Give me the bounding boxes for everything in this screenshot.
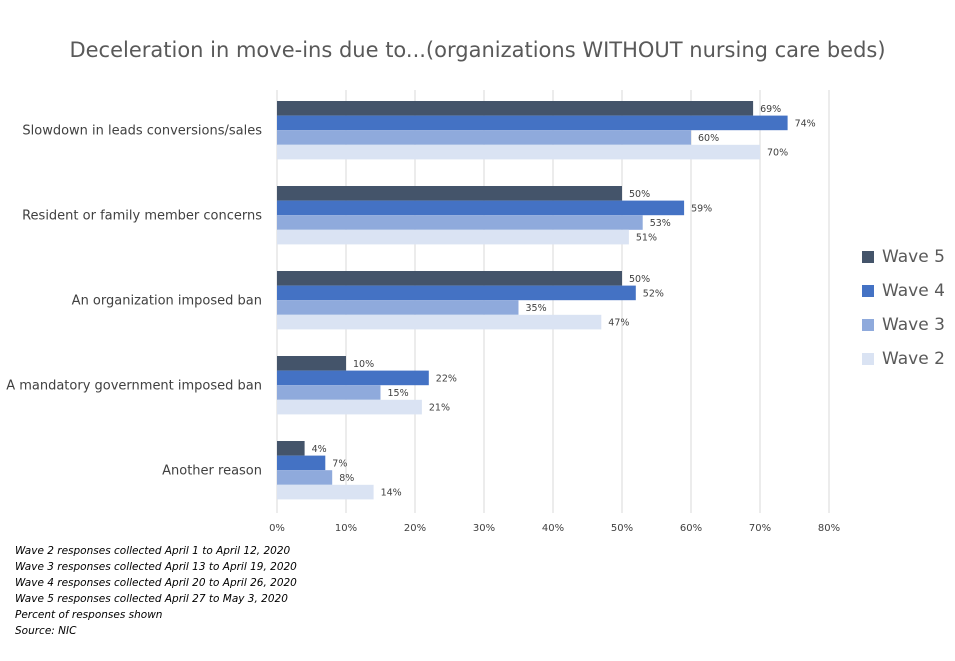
bar — [277, 356, 346, 371]
category-label: Another reason — [162, 464, 262, 479]
bar — [277, 399, 422, 415]
data-label: 4% — [312, 444, 327, 455]
legend-label: Wave 5 — [882, 247, 945, 267]
data-label: 8% — [339, 473, 354, 484]
category-label: A mandatory government imposed ban — [6, 379, 262, 394]
bar — [277, 200, 685, 216]
bar — [277, 484, 374, 500]
bar — [277, 385, 381, 400]
data-label: 51% — [636, 233, 657, 244]
x-tick-label: 20% — [404, 523, 426, 534]
data-label: 70% — [767, 148, 788, 159]
data-label: 69% — [760, 104, 781, 115]
legend-item: Wave 3 — [862, 308, 945, 342]
footnote-line: Wave 2 responses collected April 1 to Ap… — [15, 545, 291, 557]
category-label: Slowdown in leads conversions/sales — [22, 124, 262, 139]
bar — [277, 101, 754, 116]
footnote-line: Wave 3 responses collected April 13 to A… — [15, 561, 297, 573]
data-label: 50% — [629, 189, 650, 200]
data-label: 47% — [608, 318, 629, 329]
legend-swatch — [862, 285, 874, 297]
x-tick-label: 10% — [335, 523, 357, 534]
bar — [277, 271, 622, 286]
chart-legend: Wave 5 Wave 4 Wave 3 Wave 2 — [862, 240, 945, 376]
x-tick-label: 0% — [269, 523, 285, 534]
data-label: 15% — [388, 388, 409, 399]
data-label: 50% — [629, 274, 650, 285]
chart-title: Deceleration in move-ins due to...(organ… — [69, 38, 886, 62]
data-label: 60% — [698, 133, 719, 144]
data-label: 21% — [429, 403, 450, 414]
data-label: 10% — [353, 359, 374, 370]
x-tick-label: 80% — [818, 523, 840, 534]
data-label: 52% — [643, 288, 664, 299]
data-label: 14% — [381, 488, 402, 499]
x-tick-label: 40% — [542, 523, 564, 534]
bar — [277, 455, 326, 471]
bar — [277, 130, 691, 145]
legend-swatch — [862, 353, 874, 365]
data-label: 22% — [436, 373, 457, 384]
legend-item: Wave 2 — [862, 342, 945, 376]
category-label: Resident or family member concerns — [22, 209, 262, 224]
bar — [277, 285, 636, 301]
bar — [277, 186, 622, 201]
data-label: 74% — [795, 118, 816, 129]
footnote-line: Wave 5 responses collected April 27 to M… — [15, 593, 288, 605]
bar — [277, 314, 602, 330]
bar — [277, 370, 429, 386]
legend-item: Wave 4 — [862, 274, 945, 308]
legend-label: Wave 3 — [882, 315, 945, 335]
legend-swatch — [862, 319, 874, 331]
data-label: 59% — [691, 203, 712, 214]
bar — [277, 470, 333, 485]
legend-swatch — [862, 251, 874, 263]
bar — [277, 215, 643, 230]
data-label: 35% — [526, 303, 547, 314]
bar — [277, 144, 760, 160]
bar — [277, 300, 519, 315]
legend-label: Wave 4 — [882, 281, 945, 301]
x-tick-label: 30% — [473, 523, 495, 534]
bar — [277, 441, 305, 456]
data-label: 53% — [650, 218, 671, 229]
data-label: 7% — [332, 458, 347, 469]
legend-item: Wave 5 — [862, 240, 945, 274]
footnote-line: Source: NIC — [15, 625, 77, 637]
category-label: An organization imposed ban — [72, 294, 262, 309]
x-tick-label: 50% — [611, 523, 633, 534]
bar — [277, 115, 788, 131]
x-tick-label: 60% — [680, 523, 702, 534]
footnote-line: Wave 4 responses collected April 20 to A… — [15, 577, 297, 589]
x-tick-label: 70% — [749, 523, 771, 534]
footnote-line: Percent of responses shown — [15, 609, 163, 621]
legend-label: Wave 2 — [882, 349, 945, 369]
chart-footnotes: Wave 2 responses collected April 1 to Ap… — [15, 543, 297, 639]
bar — [277, 229, 629, 245]
